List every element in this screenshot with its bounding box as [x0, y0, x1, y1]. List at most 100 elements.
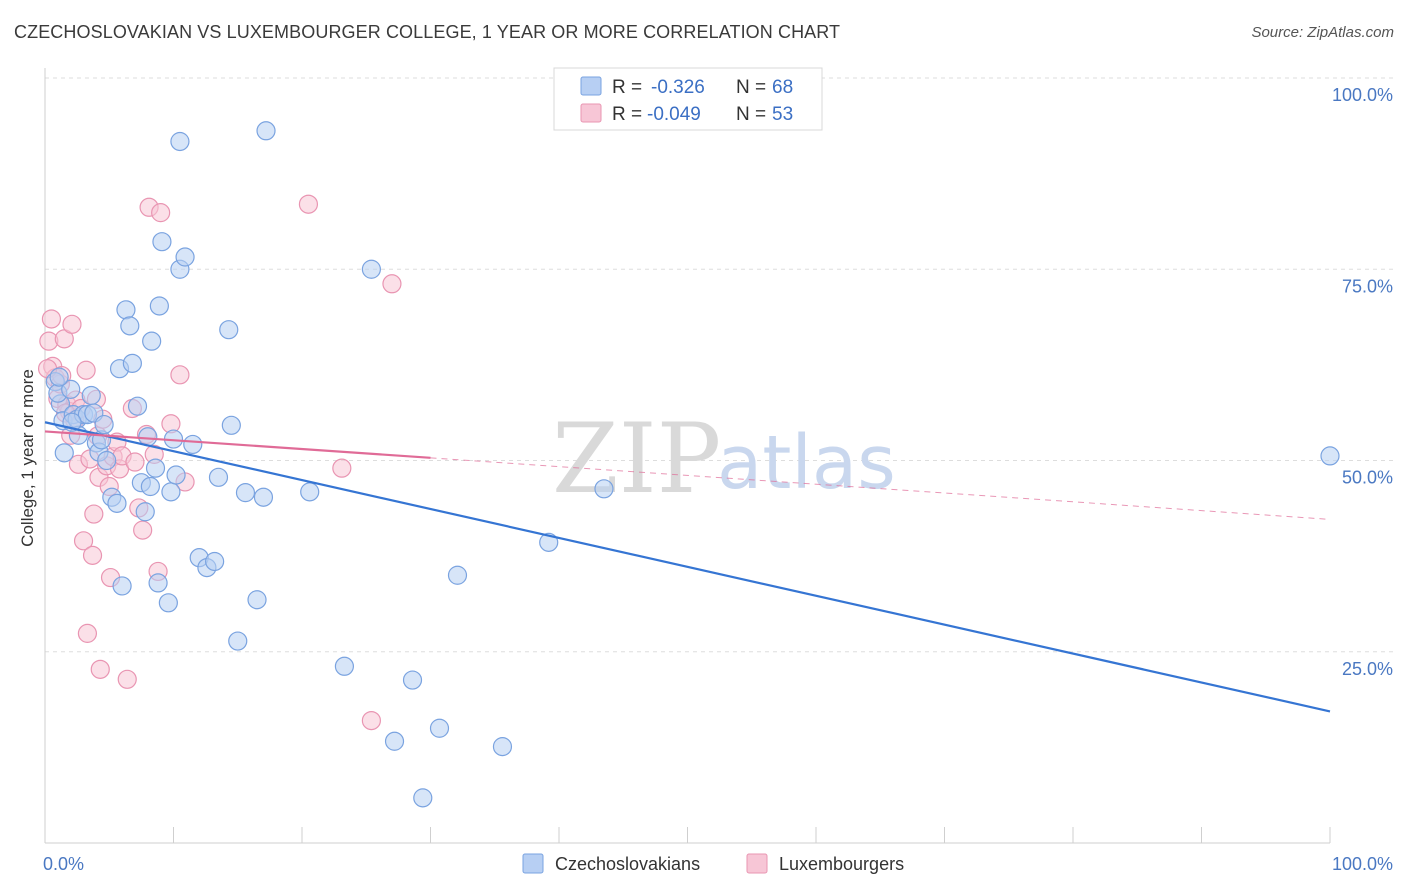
legend-n-label-1: N = — [736, 77, 766, 98]
x-tick-label-max: 100.0% — [1332, 854, 1393, 874]
blue-point-29 — [142, 331, 162, 351]
blue-point-62 — [539, 532, 559, 552]
blue-point-30 — [145, 458, 166, 478]
pink-point-16 — [73, 531, 94, 551]
blue-point-17 — [97, 450, 117, 471]
series-legend: Czechoslovakians Luxembourgers — [522, 853, 904, 874]
blue-point-59 — [429, 718, 450, 738]
pink-point-20 — [82, 545, 103, 565]
pink-point-25 — [90, 659, 110, 679]
blue-point-57 — [402, 670, 423, 690]
y-tick-label-50: 50.0% — [1342, 468, 1393, 488]
axes — [44, 68, 1331, 844]
pink-point-1 — [41, 309, 62, 329]
x-tick-label-min: 0.0% — [43, 854, 84, 874]
y-tick-label-75: 75.0% — [1342, 276, 1393, 296]
pink-point-48 — [332, 458, 352, 478]
series-legend-label-czechoslovakians: Czechoslovakians — [555, 854, 700, 874]
blue-point-45 — [208, 467, 229, 487]
pink-point-38 — [133, 520, 153, 540]
blue-point-51 — [253, 487, 274, 507]
series-legend-swatch-pink — [746, 853, 768, 874]
pink-point-47 — [298, 194, 319, 214]
blue-point-47 — [221, 415, 241, 435]
pink-point-50 — [382, 274, 402, 294]
blue-point-49 — [235, 483, 256, 503]
blue-point-35 — [161, 482, 181, 502]
legend-swatch-blue — [580, 76, 602, 96]
blue-point-38 — [170, 131, 190, 152]
blue-point-54 — [334, 656, 355, 676]
pink-point-49 — [361, 710, 381, 731]
legend-r-value-1: -0.326 — [651, 77, 705, 98]
legend-swatch-pink — [580, 103, 602, 123]
blue-point-24 — [122, 353, 142, 373]
pink-point-18 — [77, 623, 98, 643]
pink-point-34 — [117, 669, 137, 689]
blue-point-33 — [152, 232, 172, 252]
series-legend-label-luxembourgers: Luxembourgers — [779, 854, 904, 874]
pink-point-11 — [62, 314, 82, 334]
blue-point-19 — [107, 493, 127, 513]
czechoslovakian-points — [45, 121, 1340, 808]
blue-point-53 — [300, 482, 320, 502]
blue-point-34 — [158, 593, 178, 613]
grid-lines — [45, 77, 1393, 653]
legend-r-label-1: R = — [612, 77, 642, 98]
watermark-zip: ZIP — [552, 403, 721, 515]
blue-point-32 — [149, 296, 169, 316]
legend-r-label-2: R = — [612, 104, 642, 125]
blue-point-50 — [247, 590, 267, 610]
pink-point-45 — [170, 365, 190, 385]
source-label: Source: ZipAtlas.com — [1251, 24, 1394, 41]
blue-point-60 — [447, 565, 468, 585]
blue-point-46 — [219, 320, 239, 340]
y-tick-label-100: 100.0% — [1332, 85, 1393, 105]
blue-point-27 — [135, 502, 155, 522]
blue-point-64 — [1320, 446, 1340, 466]
blue-point-65 — [49, 367, 69, 387]
blue-point-37 — [166, 465, 186, 485]
blue-point-48 — [228, 631, 248, 651]
blue-point-25 — [127, 396, 148, 416]
correlation-legend: R = -0.326 N = 68 R = -0.049 N = 53 — [553, 67, 823, 131]
legend-n-value-2: 53 — [772, 104, 793, 125]
pink-point-21 — [84, 504, 104, 524]
blue-point-16 — [94, 414, 114, 435]
blue-point-4 — [54, 443, 74, 463]
blue-point-23 — [120, 316, 140, 336]
blue-point-44 — [205, 551, 225, 572]
legend-n-value-1: 68 — [772, 77, 793, 98]
pink-trend-dashed — [430, 457, 1331, 520]
chart-title: CZECHOSLOVAKIAN VS LUXEMBOURGER COLLEGE,… — [14, 22, 841, 42]
y-tick-label-25: 25.0% — [1342, 659, 1393, 679]
blue-point-22 — [116, 300, 136, 320]
blue-point-52 — [256, 121, 276, 141]
blue-point-56 — [384, 731, 405, 751]
pink-point-17 — [76, 360, 96, 380]
tick-labels: 100.0% 75.0% 50.0% 25.0% 0.0% 100.0% — [43, 85, 1393, 874]
blue-point-61 — [492, 737, 513, 757]
blue-point-55 — [361, 259, 381, 279]
trend-lines — [44, 421, 1331, 713]
blue-point-11 — [81, 385, 101, 406]
blue-point-40 — [175, 247, 195, 267]
blue-point-63 — [594, 479, 614, 499]
watermark: ZIP atlas — [552, 403, 896, 515]
y-axis-label: College, 1 year or more — [18, 369, 37, 547]
blue-point-5 — [61, 379, 81, 399]
legend-r-value-2: -0.049 — [647, 104, 701, 125]
blue-point-41 — [183, 434, 203, 455]
pink-point-36 — [125, 452, 145, 472]
legend-n-label-2: N = — [736, 104, 766, 125]
blue-point-21 — [112, 576, 132, 596]
blue-point-58 — [413, 788, 433, 808]
blue-point-31 — [148, 573, 168, 593]
blue-trend-solid — [44, 421, 1331, 713]
blue-point-67 — [140, 476, 160, 497]
watermark-atlas: atlas — [717, 420, 896, 506]
pink-point-43 — [151, 203, 171, 223]
series-legend-swatch-blue — [522, 853, 544, 874]
pink-trend-solid — [44, 430, 431, 459]
